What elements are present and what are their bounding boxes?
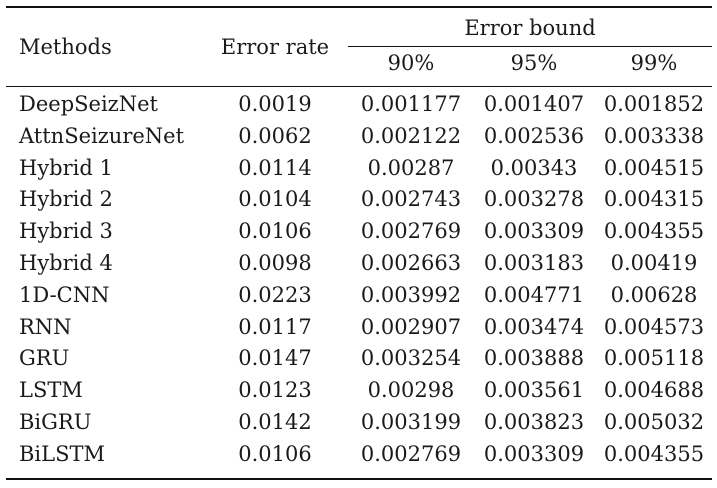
- bound-90-cell: 0.002663: [360, 251, 462, 275]
- bound-99-cell: 0.005032: [603, 410, 705, 434]
- bound-95-cell: 0.003183: [483, 251, 585, 275]
- table-row: DeepSeizNet 0.0019 0.001177 0.001407 0.00185…: [6, 92, 712, 124]
- bound-99-cell: 0.004515: [603, 155, 705, 180]
- bound-90-cell: 0.003254: [360, 346, 462, 371]
- bound-95-cell: 0.002536: [483, 123, 585, 148]
- method-cell: LSTM: [19, 378, 83, 403]
- header-95: 95%: [510, 51, 558, 75]
- header-99: 99%: [630, 51, 678, 75]
- top-rule: [6, 6, 712, 8]
- bound-90-cell: 0.003992: [360, 282, 462, 307]
- bound-95-cell: 0.003888: [483, 346, 585, 371]
- bound-90-cell: 0.001177: [360, 92, 462, 116]
- bound-95-cell: 0.003309: [483, 441, 585, 466]
- table-row: Hybrid 2 0.0104 0.002743 0.003278 0.004315: [6, 187, 712, 219]
- bound-95-cell: 0.003823: [483, 410, 585, 434]
- bound-90-cell: 0.002769: [360, 441, 462, 466]
- error-rate-cell: 0.0019: [238, 92, 312, 116]
- bound-90-cell: 0.002907: [360, 314, 462, 339]
- bound-95-cell: 0.004771: [483, 282, 585, 307]
- bound-99-cell: 0.005118: [603, 346, 705, 371]
- table-row: Hybrid 3 0.0106 0.002769 0.003309 0.004355: [6, 219, 712, 251]
- error-rate-cell: 0.0062: [238, 123, 312, 148]
- bound-99-cell: 0.004355: [603, 441, 705, 466]
- error-rate-cell: 0.0117: [238, 314, 312, 339]
- bound-95-cell: 0.003309: [483, 219, 585, 244]
- bound-99-cell: 0.001852: [603, 92, 705, 116]
- results-table: Methods Error rate Error bound 90% 95% 9…: [6, 6, 712, 480]
- bound-99-cell: 0.004573: [603, 314, 705, 339]
- header-methods: Methods: [19, 35, 112, 59]
- method-cell: 1D-CNN: [19, 282, 110, 307]
- error-rate-cell: 0.0098: [238, 251, 312, 275]
- table-row: BiLSTM 0.0106 0.002769 0.003309 0.004355: [6, 442, 712, 474]
- method-cell: Hybrid 2: [19, 187, 113, 212]
- header-90: 90%: [387, 51, 435, 75]
- table-row: BiGRU 0.0142 0.003199 0.003823 0.005032: [6, 410, 712, 442]
- method-cell: Hybrid 3: [19, 219, 113, 244]
- error-rate-cell: 0.0114: [238, 155, 312, 180]
- method-cell: Hybrid 1: [19, 155, 113, 180]
- method-cell: Hybrid 4: [19, 251, 113, 275]
- table-row: Hybrid 1 0.0114 0.00287 0.00343 0.004515: [6, 156, 712, 188]
- error-rate-cell: 0.0142: [238, 410, 312, 434]
- bound-95-cell: 0.001407: [483, 92, 585, 116]
- error-rate-cell: 0.0223: [238, 282, 312, 307]
- header-error-bound: Error bound: [464, 16, 596, 40]
- bound-90-cell: 0.00287: [367, 155, 455, 180]
- table-row: AttnSeizureNet 0.0062 0.002122 0.002536 0.00…: [6, 124, 712, 156]
- bound-95-cell: 0.00343: [490, 155, 578, 180]
- bound-95-cell: 0.003561: [483, 378, 585, 403]
- table-row: Hybrid 4 0.0098 0.002663 0.003183 0.00419: [6, 251, 712, 283]
- table-row: LSTM 0.0123 0.00298 0.003561 0.004688: [6, 378, 712, 410]
- bound-90-cell: 0.002122: [360, 123, 462, 148]
- bound-99-cell: 0.003338: [603, 123, 705, 148]
- bound-95-cell: 0.003278: [483, 187, 585, 212]
- table-row: RNN 0.0117 0.002907 0.003474 0.004573: [6, 315, 712, 347]
- error-rate-cell: 0.0123: [238, 378, 312, 403]
- bound-90-cell: 0.00298: [367, 378, 455, 403]
- bound-99-cell: 0.00628: [610, 282, 698, 307]
- bound-99-cell: 0.004355: [603, 219, 705, 244]
- bound-99-cell: 0.00419: [610, 251, 698, 275]
- bound-90-cell: 0.003199: [360, 410, 462, 434]
- header-rule: [6, 86, 712, 87]
- method-cell: AttnSeizureNet: [19, 123, 185, 148]
- method-cell: GRU: [19, 346, 70, 371]
- bound-90-cell: 0.002743: [360, 187, 462, 212]
- header-error-rate: Error rate: [220, 35, 330, 59]
- error-rate-cell: 0.0106: [238, 219, 312, 244]
- method-cell: RNN: [19, 314, 72, 339]
- bottom-rule: [6, 478, 712, 480]
- bound-90-cell: 0.002769: [360, 219, 462, 244]
- error-bound-group-rule: [348, 46, 712, 47]
- method-cell: BiGRU: [19, 410, 92, 434]
- bound-95-cell: 0.003474: [483, 314, 585, 339]
- method-cell: BiLSTM: [19, 441, 105, 466]
- bound-99-cell: 0.004688: [603, 378, 705, 403]
- table-row: 1D-CNN 0.0223 0.003992 0.004771 0.00628: [6, 283, 712, 315]
- error-rate-cell: 0.0106: [238, 441, 312, 466]
- error-rate-cell: 0.0104: [238, 187, 312, 212]
- bound-99-cell: 0.004315: [603, 187, 705, 212]
- table-row: GRU 0.0147 0.003254 0.003888 0.005118: [6, 346, 712, 378]
- error-rate-cell: 0.0147: [238, 346, 312, 371]
- method-cell: DeepSeizNet: [19, 92, 158, 116]
